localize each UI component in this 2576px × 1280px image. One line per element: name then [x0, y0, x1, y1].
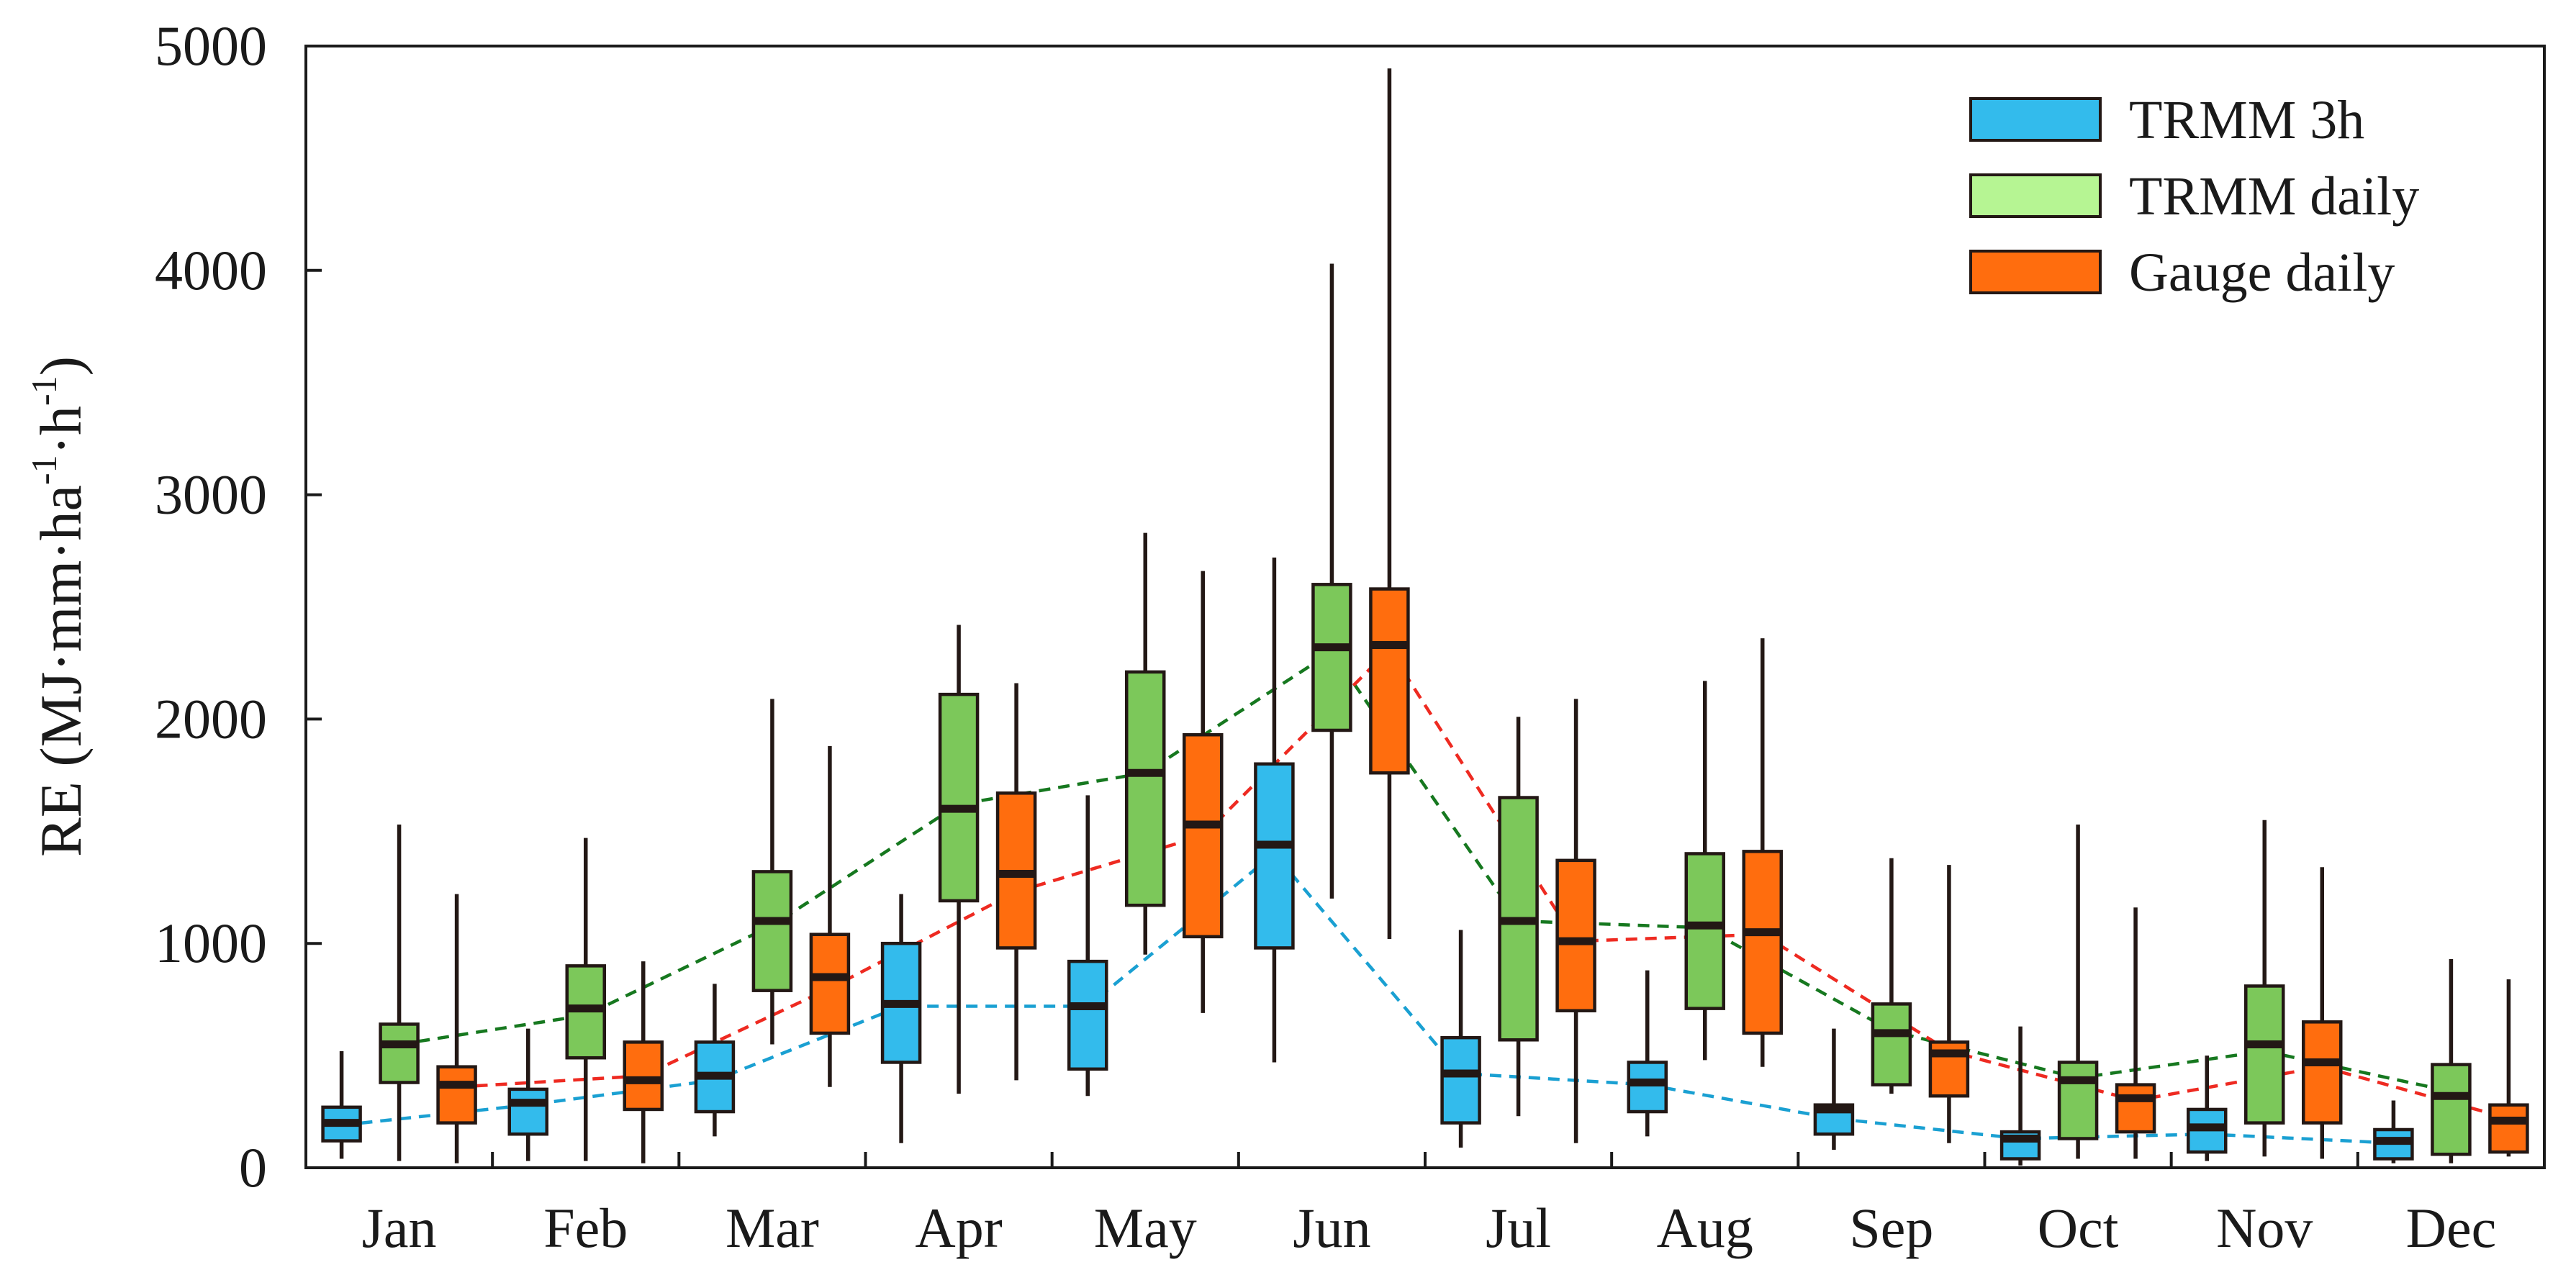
box-nov-2 — [2244, 820, 2285, 1157]
box-body — [2115, 1083, 2156, 1134]
legend-label: TRMM daily — [2129, 166, 2419, 227]
box-body — [1125, 670, 1166, 907]
mean-lines — [341, 647, 2509, 1145]
box-jul-1 — [1440, 930, 1481, 1148]
y-axis-title-sup2: -1 — [24, 376, 64, 406]
y-tick-label: 0 — [239, 1136, 267, 1199]
box-aug-2 — [1684, 681, 1725, 1061]
y-axis-title-end: ) — [28, 356, 94, 376]
box-jul-2 — [1498, 717, 1539, 1117]
y-axis-title-main: RE (MJ·mm·ha — [28, 485, 94, 857]
y-axis-title-sup1: -1 — [24, 455, 64, 485]
box-jul-3 — [1555, 699, 1596, 1143]
box-dec-3 — [2488, 979, 2529, 1157]
legend-label: Gauge daily — [2129, 242, 2395, 303]
box-body — [1254, 762, 1295, 950]
y-tick-label: 3000 — [155, 463, 267, 526]
box-jan-1 — [321, 1050, 362, 1159]
box-mar-1 — [694, 984, 736, 1137]
x-tick-label: Dec — [2406, 1197, 2497, 1259]
box-body — [2244, 984, 2285, 1125]
box-body — [1311, 583, 1352, 732]
x-tick-label: Jan — [362, 1197, 437, 1259]
box-apr-3 — [995, 683, 1037, 1081]
box-may-1 — [1067, 795, 1108, 1097]
box-feb-1 — [507, 1028, 548, 1161]
box-jan-3 — [436, 894, 477, 1163]
boxes — [321, 68, 2529, 1166]
box-dec-1 — [2373, 1100, 2414, 1163]
y-axis-title-mid: ·h — [28, 406, 94, 455]
legend-swatch — [1969, 250, 2102, 294]
x-tick-label: Feb — [543, 1197, 628, 1259]
x-tick-label: Apr — [915, 1197, 1002, 1259]
axis-ticks: 0 1000 2000 3000 4000 5000 Jan Feb Mar Apr May Jun J… — [155, 14, 2496, 1259]
y-tick-label: 2000 — [155, 687, 267, 750]
mean-line — [341, 851, 2394, 1145]
y-tick-label: 4000 — [155, 239, 267, 301]
box-dec-2 — [2431, 959, 2472, 1163]
box-feb-2 — [565, 838, 606, 1161]
box-jun-3 — [1369, 68, 1410, 939]
box-oct-1 — [1999, 1026, 2041, 1166]
box-oct-3 — [2115, 907, 2156, 1159]
x-tick-label: Oct — [2038, 1197, 2119, 1259]
x-tick-label: Mar — [726, 1197, 819, 1259]
box-body — [379, 1022, 420, 1084]
x-tick-label: Sep — [1849, 1197, 1933, 1259]
legend-swatch — [1969, 97, 2102, 142]
box-body — [2302, 1020, 2343, 1125]
box-body — [436, 1065, 477, 1125]
box-body — [1067, 959, 1108, 1071]
box-body — [1684, 852, 1725, 1010]
box-body — [2431, 1063, 2472, 1156]
box-nov-1 — [2187, 1056, 2228, 1161]
box-sep-3 — [1928, 865, 1970, 1143]
box-feb-3 — [623, 961, 664, 1163]
box-body — [1871, 1002, 1912, 1086]
box-body — [2488, 1103, 2529, 1154]
x-tick-label: Aug — [1657, 1197, 1753, 1259]
box-mar-3 — [809, 745, 851, 1087]
x-tick-label: May — [1094, 1197, 1197, 1259]
mean-line — [456, 647, 2509, 1120]
box-apr-1 — [880, 894, 922, 1143]
legend-swatch — [1969, 173, 2102, 218]
y-tick-label: 5000 — [155, 14, 267, 77]
mean-line — [399, 649, 2451, 1094]
box-oct-2 — [2057, 824, 2099, 1159]
box-sep-1 — [1813, 1028, 1855, 1150]
box-body — [1627, 1061, 1668, 1114]
box-apr-2 — [938, 625, 980, 1094]
box-body — [1742, 850, 1783, 1035]
box-sep-2 — [1871, 858, 1912, 1094]
box-jun-1 — [1254, 557, 1295, 1063]
box-body — [1555, 858, 1596, 1012]
box-body — [1369, 587, 1410, 775]
box-jun-2 — [1311, 263, 1352, 899]
y-tick-label: 1000 — [155, 912, 267, 974]
legend: TRMM 3h TRMM daily Gauge daily — [1969, 90, 2419, 303]
x-tick-label: Jun — [1293, 1197, 1370, 1259]
y-axis-title: RE (MJ·mm·ha-1·h-1) — [24, 356, 94, 857]
legend-label: TRMM 3h — [2129, 90, 2364, 150]
box-aug-1 — [1627, 970, 1668, 1137]
box-body — [1440, 1035, 1481, 1125]
box-body — [938, 692, 980, 903]
box-jan-2 — [379, 824, 420, 1161]
box-mar-2 — [751, 699, 793, 1045]
x-tick-label: Nov — [2216, 1197, 2313, 1259]
box-may-3 — [1183, 571, 1224, 1013]
box-body — [809, 932, 851, 1035]
box-body — [623, 1040, 664, 1112]
box-body — [507, 1087, 548, 1136]
box-may-2 — [1125, 532, 1166, 955]
x-tick-label: Jul — [1486, 1197, 1551, 1259]
box-body — [751, 870, 793, 992]
box-body — [1183, 732, 1224, 939]
box-body — [2057, 1061, 2099, 1140]
box-nov-3 — [2302, 867, 2343, 1159]
box-aug-3 — [1742, 638, 1783, 1067]
